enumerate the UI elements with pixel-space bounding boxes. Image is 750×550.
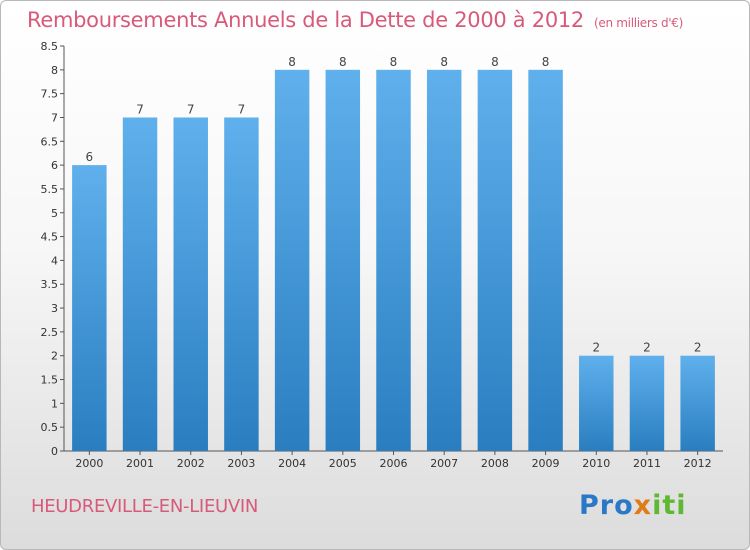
x-tick-label: 2005 <box>329 457 357 470</box>
y-tick-label: 8 <box>51 64 58 77</box>
x-tick-label: 2006 <box>380 457 408 470</box>
x-tick-label: 2007 <box>430 457 458 470</box>
chart-axes: 0 0.5 1 1.5 2 2.5 3 3.5 4 4.5 5 5.5 6 6.5 7 7.5 8 8.5 2000… <box>41 40 723 470</box>
x-tick-label: 2002 <box>177 457 205 470</box>
bar <box>72 165 107 451</box>
x-tick-label: 2010 <box>582 457 610 470</box>
chart-title: Remboursements Annuels de la Dette de 20… <box>27 8 683 32</box>
data-label: 7 <box>187 102 195 116</box>
town-name: HEUDREVILLE-EN-LIEUVIN <box>31 496 259 517</box>
y-tick-label: 1.5 <box>41 374 59 387</box>
y-tick-label: 6 <box>51 159 58 172</box>
bar <box>122 117 158 452</box>
y-tick-label: 2 <box>51 350 58 363</box>
bar <box>528 69 563 451</box>
y-tick-label: 7.5 <box>41 88 59 101</box>
x-tick-label: 2008 <box>481 457 509 470</box>
unit-note: (en milliers d'€) <box>594 16 684 30</box>
x-tick-label: 2001 <box>126 457 154 470</box>
proxiti-logo[interactable]: Proxiti <box>579 490 687 521</box>
bar <box>173 117 208 452</box>
data-label: 8 <box>390 55 398 69</box>
y-tick-label: 1 <box>51 397 58 410</box>
bar <box>680 355 715 451</box>
chart-labels: 6 7 7 7 8 8 8 8 8 8 2 2 2 <box>86 55 702 355</box>
bar <box>579 355 614 451</box>
x-tick-label: 2011 <box>633 457 661 470</box>
y-tick-label: 3.5 <box>41 278 59 291</box>
y-tick-label: 0.5 <box>41 421 59 434</box>
data-label: 8 <box>440 55 448 69</box>
bar <box>274 69 310 451</box>
bar <box>224 117 259 452</box>
x-tick-label: 2004 <box>278 457 306 470</box>
data-label: 7 <box>238 102 246 116</box>
bar <box>426 69 462 451</box>
y-tick-label: 5.5 <box>41 183 59 196</box>
y-tick-label: 4.5 <box>41 231 59 244</box>
x-tick-label: 2000 <box>75 457 103 470</box>
data-label: 2 <box>643 341 651 355</box>
chart-title-text: Remboursements Annuels de la Dette de 20… <box>27 8 584 32</box>
y-tick-label: 5 <box>51 207 58 220</box>
bar <box>325 69 361 451</box>
data-label: 7 <box>136 102 144 116</box>
bar <box>629 355 665 451</box>
x-tick-label: 2009 <box>532 457 560 470</box>
data-label: 8 <box>491 55 499 69</box>
chart-bars <box>72 69 715 452</box>
data-label: 6 <box>86 150 94 164</box>
y-tick-label: 3 <box>51 302 58 315</box>
x-tick-label: 2012 <box>684 457 712 470</box>
data-label: 2 <box>592 341 600 355</box>
data-label: 8 <box>542 55 550 69</box>
y-tick-label: 4 <box>51 254 58 267</box>
y-tick-label: 2.5 <box>41 326 59 339</box>
bar <box>477 69 513 451</box>
y-tick-label: 6.5 <box>41 135 59 148</box>
data-label: 2 <box>694 341 702 355</box>
bar <box>376 69 411 451</box>
data-label: 8 <box>288 55 296 69</box>
y-tick-label: 0 <box>51 445 58 458</box>
y-tick-label: 7 <box>51 111 58 124</box>
x-tick-label: 2003 <box>227 457 255 470</box>
data-label: 8 <box>339 55 347 69</box>
y-tick-label: 8.5 <box>41 40 59 53</box>
